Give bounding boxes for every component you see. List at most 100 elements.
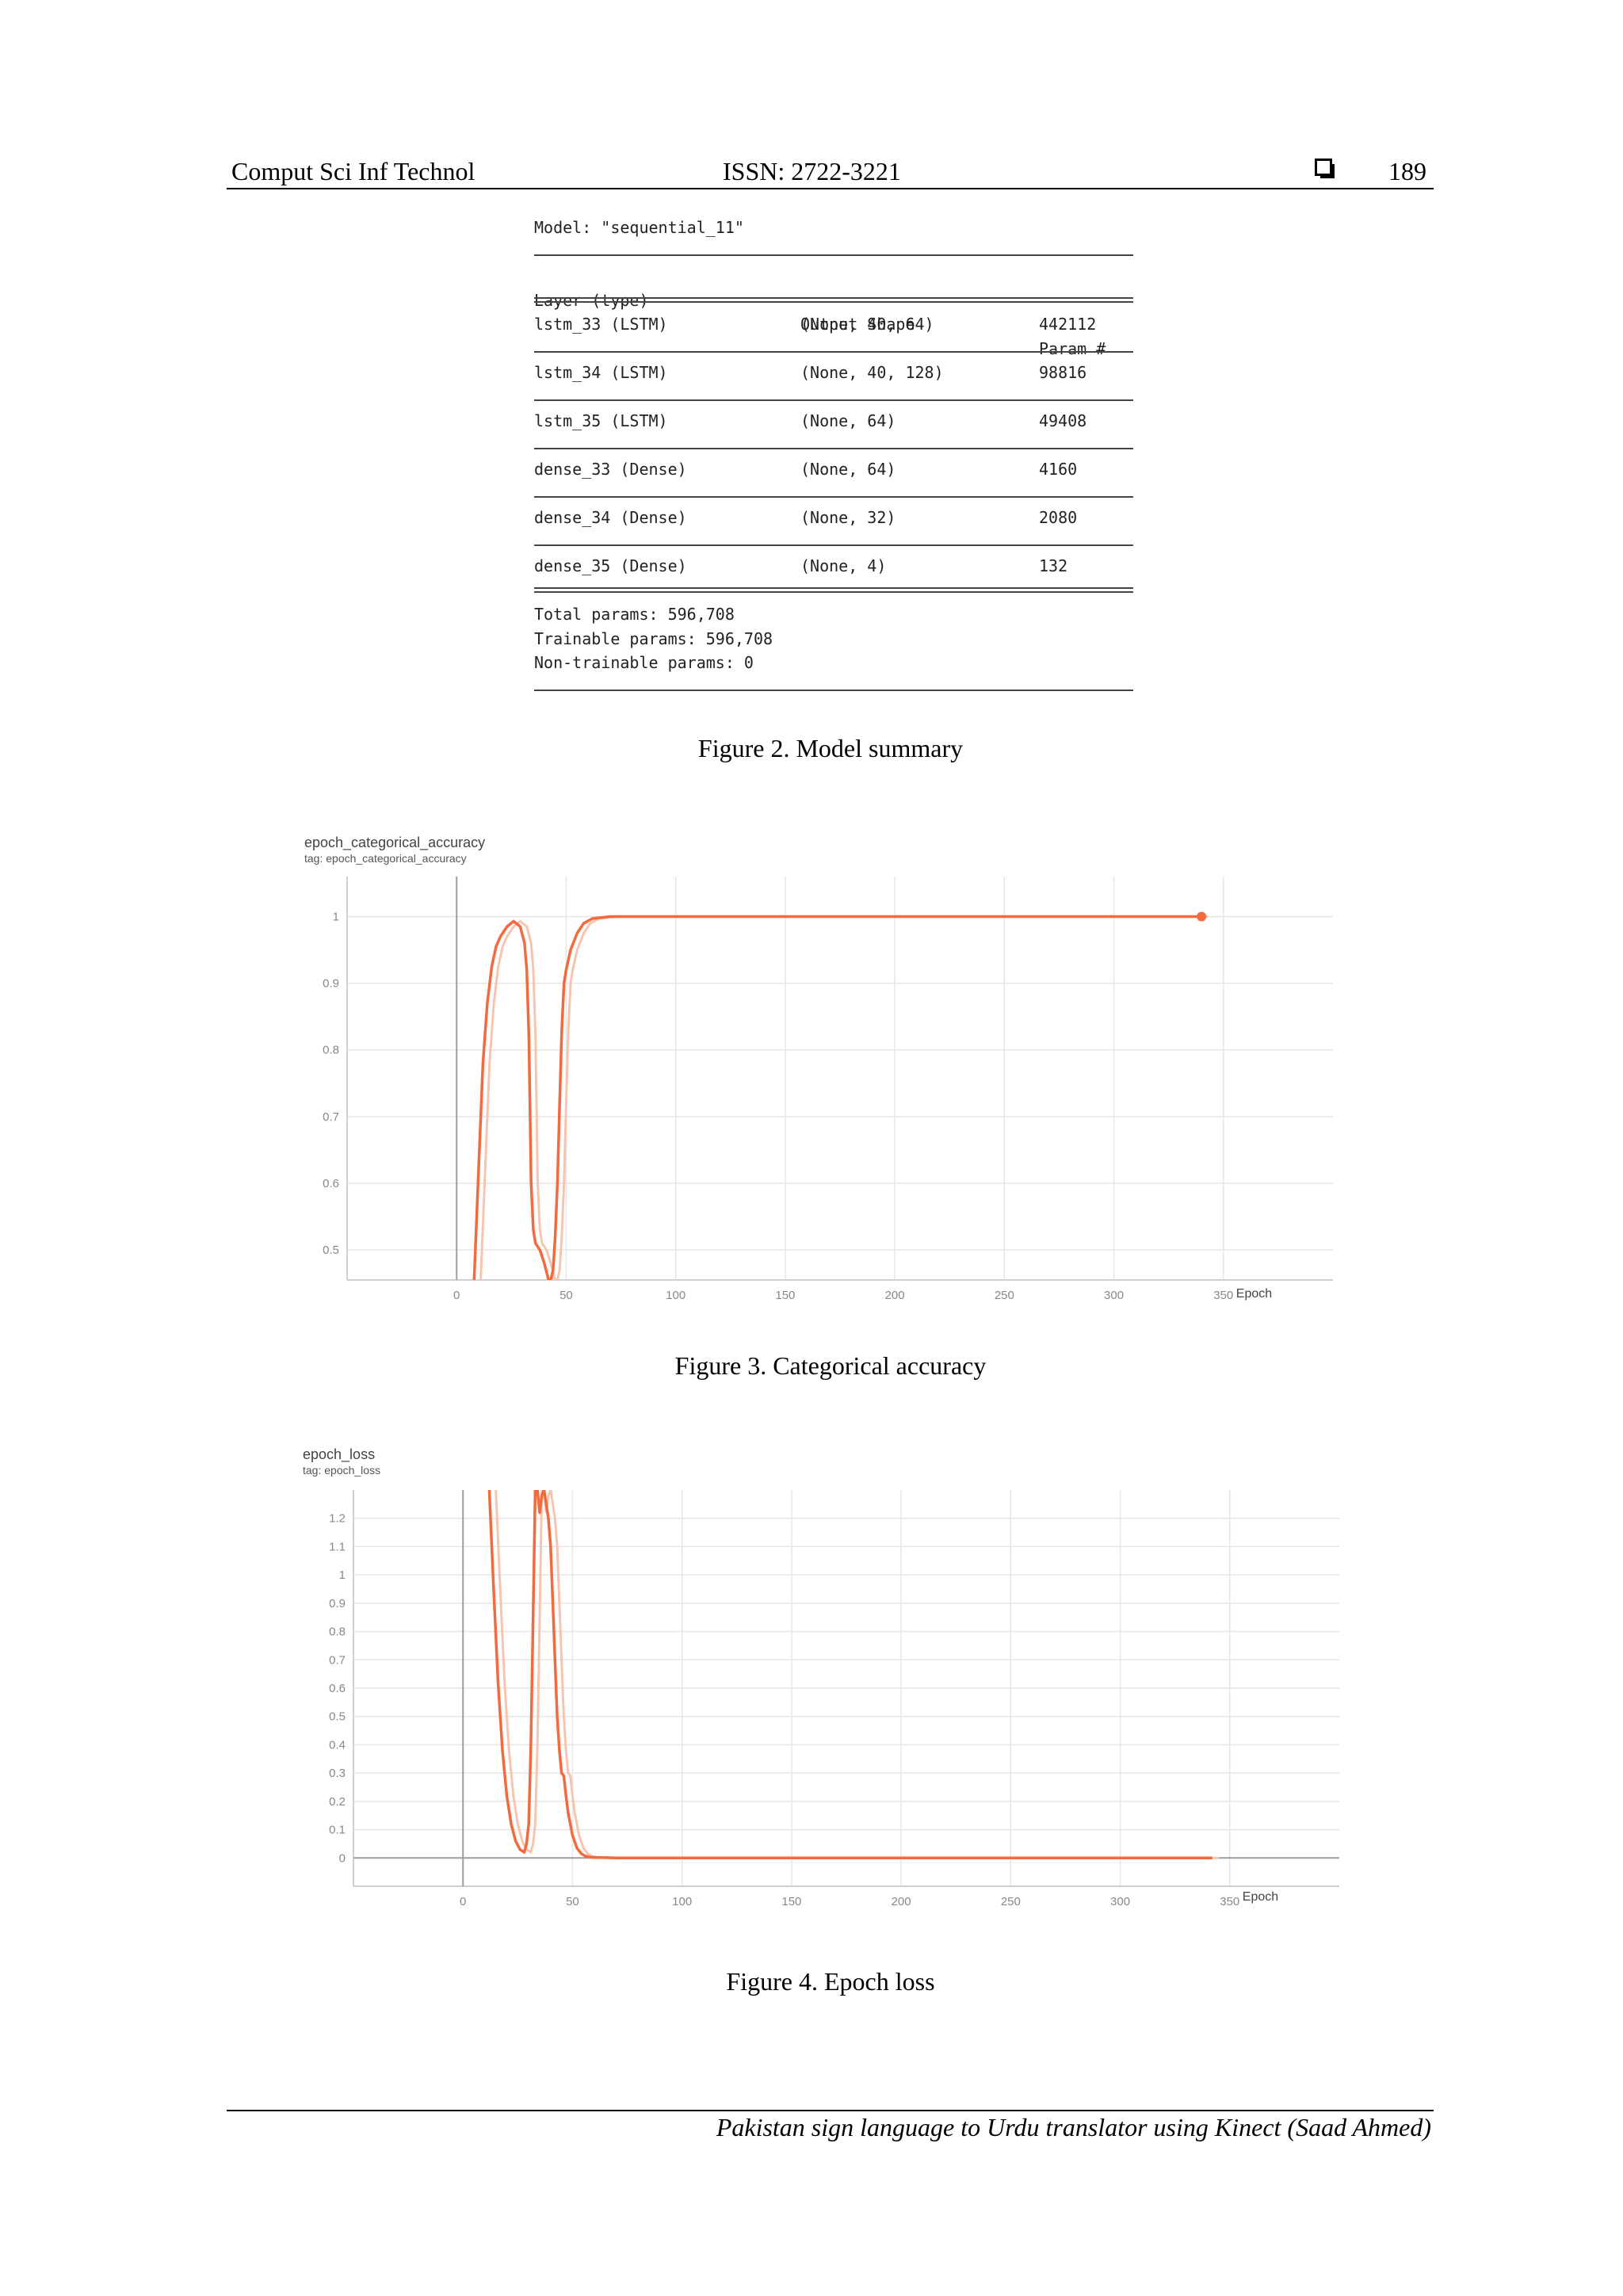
layer-name: lstm_33 (LSTM) <box>534 315 668 334</box>
loss-chart-tag: tag: epoch_loss <box>303 1464 381 1477</box>
x-tick-label: 300 <box>1110 1895 1130 1908</box>
summary-row: lstm_33 (LSTM) (None, 40, 64) 442112 <box>534 312 1133 337</box>
raw-series-line <box>495 1490 1219 1859</box>
output-shape: (None, 64) <box>800 411 896 430</box>
running-header-issn: ISSN: 2722-3221 <box>723 157 901 185</box>
summary-divider <box>534 337 1133 361</box>
x-tick-label: 50 <box>566 1895 579 1908</box>
y-tick-label: 0.1 <box>329 1824 346 1837</box>
param-count: 49408 <box>1039 411 1087 430</box>
y-tick-label: 0.3 <box>329 1767 346 1780</box>
trainable-params: Trainable params: 596,708 <box>534 628 773 648</box>
output-shape: (None, 40, 128) <box>800 363 944 382</box>
output-shape: (None, 4) <box>800 556 887 575</box>
series-line <box>487 1490 1212 1860</box>
x-tick-label: 250 <box>1001 1895 1021 1908</box>
summary-double-divider <box>534 288 1133 313</box>
output-shape: (None, 64) <box>800 460 896 479</box>
x-tick-label: 250 <box>995 1289 1014 1302</box>
y-tick-label: 0.5 <box>329 1710 346 1724</box>
x-tick-label: 150 <box>775 1289 795 1302</box>
x-tick-label: 100 <box>666 1289 685 1302</box>
model-summary: Model: "sequential_11" Layer (type) Outp… <box>534 216 1133 699</box>
param-count: 98816 <box>1039 363 1087 382</box>
running-footer-title: Pakistan sign language to Urdu translato… <box>716 2113 1431 2141</box>
footer-rule <box>227 2110 1434 2111</box>
x-tick-label: 200 <box>892 1895 911 1908</box>
raw-series-line <box>479 915 1209 1280</box>
x-tick-label: 300 <box>1104 1289 1124 1302</box>
y-tick-label: 0.9 <box>329 1597 346 1610</box>
column-header-param: Param # <box>1039 338 1106 358</box>
y-tick-label: 0.6 <box>329 1682 346 1695</box>
figure-4-caption: Figure 4. Epoch loss <box>726 1967 935 1996</box>
y-tick-label: 0.7 <box>323 1110 339 1124</box>
y-tick-label: 0.2 <box>329 1795 346 1809</box>
summary-row: lstm_34 (LSTM) (None, 40, 128) 98816 <box>534 361 1133 385</box>
summary-double-divider <box>534 579 1133 603</box>
x-tick-label: 100 <box>672 1895 692 1908</box>
accuracy-chart: 0.5 0.6 0.7 0.8 0.9 1 0 50 100 150 200 250 300 350 Epo… <box>323 877 1333 1302</box>
running-header-journal: Comput Sci Inf Technol <box>231 157 475 185</box>
x-tick-label: 50 <box>559 1289 573 1302</box>
x-tick-label: 0 <box>453 1289 460 1302</box>
column-header-layer: Layer (type) <box>534 290 649 310</box>
model-name-line: Model: "sequential_11" <box>534 218 744 237</box>
figure-3-caption: Figure 3. Categorical accuracy <box>674 1351 987 1380</box>
summary-row: dense_35 (Dense) (None, 4) 132 <box>534 554 1133 579</box>
accuracy-chart-title: epoch_categorical_accuracy tag: epoch_ca… <box>304 834 485 865</box>
summary-divider <box>534 434 1133 458</box>
y-tick-label: 1.2 <box>329 1512 346 1526</box>
layer-name: lstm_35 (LSTM) <box>534 411 668 430</box>
y-tick-label: 0.6 <box>323 1177 339 1190</box>
summary-divider <box>534 240 1133 265</box>
loss-chart-title-text: epoch_loss <box>303 1446 376 1462</box>
param-count: 4160 <box>1039 460 1078 479</box>
x-tick-label: 350 <box>1220 1895 1239 1908</box>
series-line <box>472 915 1202 1280</box>
accuracy-chart-tag: tag: epoch_categorical_accuracy <box>304 852 467 865</box>
x-tick-label: 150 <box>781 1895 801 1908</box>
summary-divider <box>534 482 1133 506</box>
y-tick-label: 1 <box>333 910 339 923</box>
header-rule <box>227 188 1434 189</box>
summary-row: lstm_35 (LSTM) (None, 64) 49408 <box>534 409 1133 434</box>
x-tick-label: 350 <box>1213 1289 1233 1302</box>
page-number: 189 <box>1388 157 1426 185</box>
y-tick-label: 0.7 <box>329 1653 346 1667</box>
y-tick-label: 0.9 <box>323 977 339 991</box>
series-end-point <box>1197 911 1207 922</box>
param-count: 2080 <box>1039 508 1078 527</box>
param-count: 442112 <box>1039 315 1097 334</box>
output-shape: (None, 40, 64) <box>800 315 934 334</box>
summary-divider <box>534 385 1133 410</box>
figure-2-caption: Figure 2. Model summary <box>697 734 964 762</box>
layer-name: dense_35 (Dense) <box>534 556 687 575</box>
y-tick-label: 0.4 <box>329 1738 346 1752</box>
y-tick-label: 1 <box>339 1568 346 1582</box>
y-tick-label: 1.1 <box>329 1540 346 1553</box>
y-tick-label: 0.5 <box>323 1244 339 1257</box>
summary-rows: lstm_33 (LSTM) (None, 40, 64) 442112 lstm_3… <box>534 312 1133 579</box>
summary-header-row: Layer (type) Output Shape Param # <box>534 264 1133 358</box>
layer-name: dense_33 (Dense) <box>534 460 687 479</box>
summary-row: dense_33 (Dense) (None, 64) 4160 <box>534 457 1133 482</box>
param-count: 132 <box>1039 556 1068 575</box>
summary-row: dense_34 (Dense) (None, 32) 2080 <box>534 506 1133 530</box>
summary-divider <box>534 530 1133 555</box>
output-shape: (None, 32) <box>800 508 896 527</box>
loss-chart-title: epoch_loss tag: epoch_loss <box>303 1446 380 1477</box>
column-header-shape: Output Shape <box>800 315 915 334</box>
accuracy-chart-title-text: epoch_categorical_accuracy <box>304 835 486 850</box>
x-axis-label: Epoch <box>1236 1287 1272 1301</box>
y-tick-label: 0.8 <box>329 1626 346 1639</box>
layer-name: dense_34 (Dense) <box>534 508 687 527</box>
total-params: Total params: 596,708 <box>534 605 735 624</box>
x-tick-label: 200 <box>885 1289 905 1302</box>
x-tick-label: 0 <box>460 1895 466 1908</box>
non-trainable-params: Non-trainable params: 0 <box>534 653 754 672</box>
x-axis-label: Epoch <box>1243 1890 1278 1904</box>
layer-name: lstm_34 (LSTM) <box>534 363 668 382</box>
y-tick-label: 0.8 <box>323 1044 339 1057</box>
page-marker-icon <box>1315 159 1335 178</box>
